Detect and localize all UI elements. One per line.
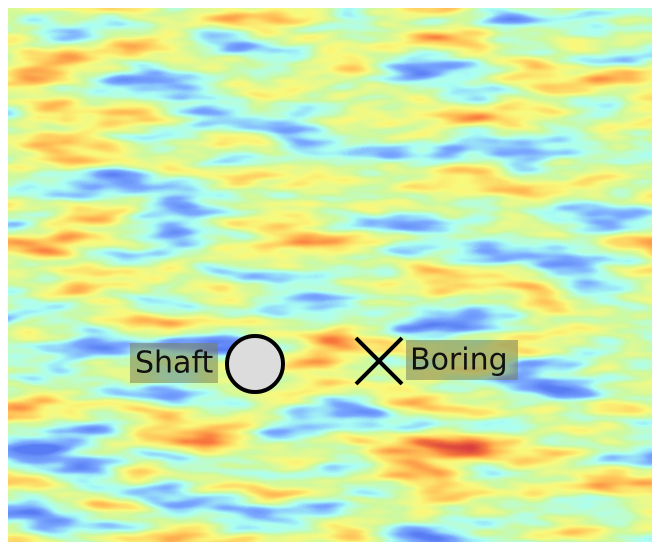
heat-field: [8, 8, 652, 542]
shaft-label: Shaft: [135, 346, 213, 381]
figure: Shaft Boring: [0, 0, 659, 550]
boring-label: Boring: [410, 343, 508, 378]
shaft-marker: [227, 336, 283, 392]
